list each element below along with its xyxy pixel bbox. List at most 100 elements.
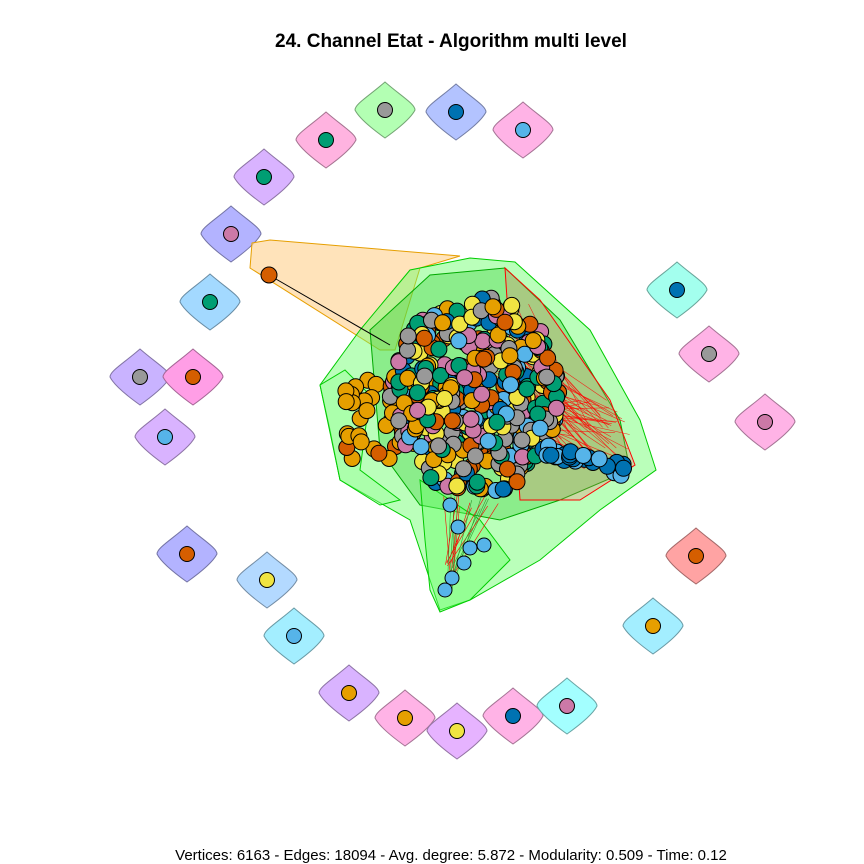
graph-node (524, 332, 542, 350)
graph-node (548, 399, 565, 417)
graph-node (476, 537, 492, 553)
peripheral-community (233, 148, 295, 206)
graph-node (448, 477, 466, 495)
graph-edge (451, 500, 473, 582)
graph-edge (448, 508, 481, 575)
graph-node (518, 380, 536, 398)
graph-node (531, 419, 549, 437)
graph-node (157, 429, 173, 445)
graph-node (223, 226, 239, 242)
peripheral-community (179, 273, 241, 331)
peripheral-community (318, 664, 380, 722)
graph-node (370, 444, 388, 462)
peripheral-community (678, 325, 740, 383)
graph-node (559, 698, 575, 714)
graph-edge (450, 492, 460, 577)
graph-node (494, 480, 512, 498)
peripheral-community (492, 101, 554, 159)
graph-node (397, 710, 413, 726)
graph-node (390, 353, 408, 371)
peripheral-community (134, 408, 196, 466)
graph-node (473, 385, 491, 403)
graph-node (503, 296, 521, 314)
peripheral-community (646, 261, 708, 319)
graph-node (256, 169, 272, 185)
peripheral-community (374, 689, 436, 747)
graph-node (409, 384, 426, 402)
peripheral-community (426, 702, 488, 760)
graph-node (358, 402, 376, 420)
graph-node (475, 350, 493, 368)
graph-node (501, 347, 519, 365)
graph-node (259, 572, 275, 588)
graph-node (757, 414, 773, 430)
graph-stats-caption: Vertices: 6163 - Edges: 18094 - Avg. deg… (175, 847, 727, 864)
graph-node (449, 723, 465, 739)
peripheral-community (236, 551, 298, 609)
graph-node (456, 555, 472, 571)
graph-node (701, 346, 717, 362)
graph-node (318, 132, 334, 148)
graph-node (352, 433, 370, 451)
graph-node (399, 341, 416, 359)
graph-node (444, 570, 460, 586)
graph-node (260, 266, 278, 284)
graph-node (505, 708, 521, 724)
graph-node (479, 432, 497, 450)
core-nodes (260, 266, 632, 598)
graph-node (415, 329, 433, 347)
graph-node (422, 469, 440, 487)
graph-node (669, 282, 685, 298)
graph-node (377, 102, 393, 118)
graph-node (132, 369, 148, 385)
core-cluster (249, 239, 657, 613)
graph-node (436, 390, 453, 407)
graph-node (645, 618, 661, 634)
graph-node (542, 446, 560, 464)
graph-node (341, 685, 357, 701)
peripheral-communities (109, 81, 796, 760)
peripheral-community (734, 393, 796, 451)
graph-node (409, 401, 427, 419)
peripheral-community (162, 348, 224, 406)
graph-node (462, 540, 478, 556)
graph-node (466, 447, 484, 465)
graph-node (450, 332, 468, 350)
graph-node (529, 405, 547, 423)
graph-node (462, 410, 480, 428)
graph-node (430, 340, 448, 358)
outlier-edge (268, 274, 391, 346)
graph-node (502, 376, 519, 394)
graph-edge (447, 505, 489, 567)
peripheral-community (295, 111, 357, 169)
graph-node (474, 332, 492, 350)
graph-node (456, 369, 474, 387)
graph-edge (506, 351, 623, 420)
graph-node (434, 314, 452, 332)
graph-node (412, 438, 430, 456)
graph-node (450, 519, 466, 535)
graph-node (539, 349, 557, 367)
graph-node (448, 104, 464, 120)
graph-node (185, 369, 201, 385)
graph-node (202, 294, 218, 310)
peripheral-community (665, 527, 727, 585)
graph-node (416, 367, 434, 385)
graph-node (437, 582, 453, 598)
graph-node (337, 393, 355, 411)
graph-node (468, 473, 486, 491)
peripheral-community (536, 677, 598, 735)
peripheral-community (354, 81, 416, 139)
graph-node (442, 497, 458, 513)
graph-node (513, 431, 531, 449)
graph-node (688, 548, 704, 564)
graph-node (390, 412, 408, 430)
graph-node (443, 412, 461, 430)
graph-node (615, 459, 632, 477)
graph-node (496, 313, 514, 331)
peripheral-community (425, 83, 487, 141)
graph-node (179, 546, 195, 562)
peripheral-community (622, 597, 684, 655)
peripheral-community (109, 348, 171, 406)
peripheral-community (263, 607, 325, 665)
